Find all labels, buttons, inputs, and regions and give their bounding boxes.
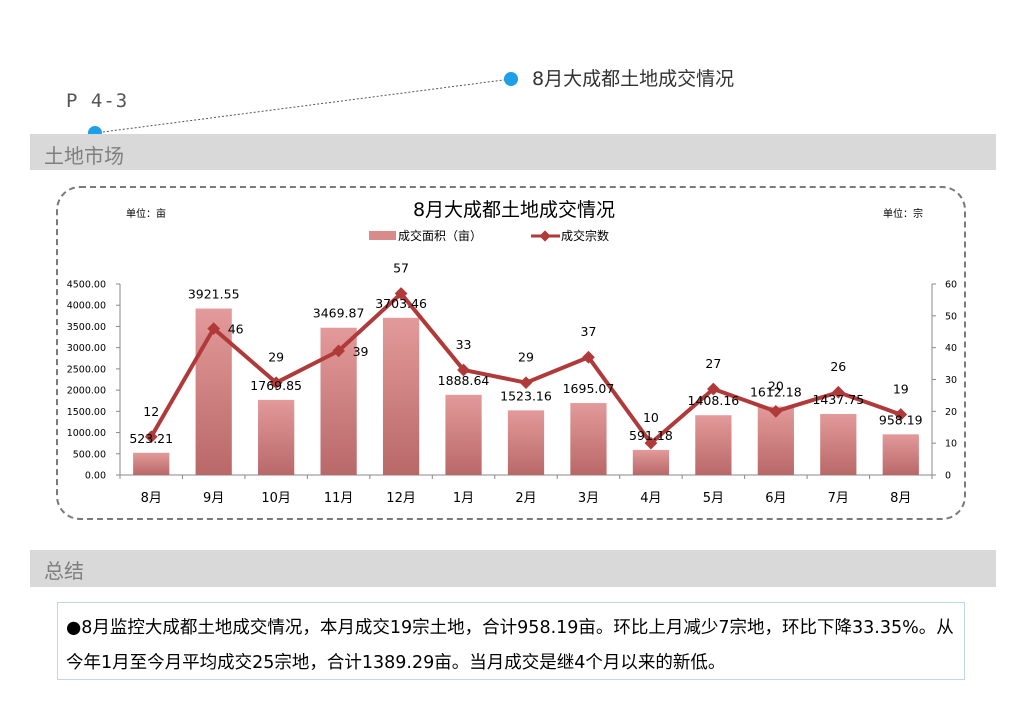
chart-title: 8月大成都土地成交情况 (413, 199, 615, 221)
x-tick-label: 11月 (324, 491, 354, 506)
y-right-tick-label: 0 (945, 471, 951, 482)
bar-data-label: 3703.46 (375, 296, 427, 311)
bar (133, 452, 170, 475)
legend-bar-swatch (369, 231, 396, 240)
chart-frame (56, 186, 966, 520)
line-data-label: 37 (581, 324, 597, 339)
bar-data-label: 958.19 (879, 412, 923, 427)
bar (507, 410, 545, 475)
y-left-tick-label: 2000.00 (67, 386, 106, 397)
legend-bar-label: 成交面积（亩） (398, 228, 482, 243)
x-tick-label: 8月 (890, 491, 911, 506)
section-title-land-market: 土地市场 (44, 144, 124, 168)
x-tick-label: 12月 (386, 491, 416, 506)
bar-data-label: 3469.87 (313, 306, 365, 321)
bar-data-label: 1612.18 (750, 385, 802, 400)
bar (632, 449, 670, 475)
line-data-label: 29 (518, 350, 534, 365)
line-data-label: 12 (143, 404, 159, 419)
y-left-tick-label: 3000.00 (67, 343, 106, 354)
bar (382, 317, 420, 475)
y-right-tick-label: 10 (945, 439, 957, 450)
page-code: P 4-3 (66, 90, 129, 112)
line-data-label: 20 (768, 378, 784, 393)
line-point (519, 376, 533, 390)
bar (882, 434, 919, 475)
bar-data-label: 1408.16 (688, 393, 740, 408)
x-tick-label: 8月 (141, 491, 162, 506)
line-point (457, 363, 470, 377)
legend-line-label: 成交宗数 (561, 228, 609, 243)
section-band-summary: 总结 (30, 550, 996, 587)
y-left-tick-label: 0.00 (85, 471, 106, 482)
summary-box: ●8月监控大成都土地成交情况，本月成交19宗土地，合计958.19亩。环比上月减… (57, 602, 965, 680)
bar-data-label: 1523.16 (500, 388, 552, 403)
section-band-land-market: 土地市场 (30, 134, 996, 170)
y-right-tick-label: 50 (945, 311, 957, 322)
bar-data-label: 1769.85 (250, 378, 302, 393)
bar (695, 415, 732, 475)
x-tick-label: 4月 (640, 491, 661, 506)
unit-right-label: 单位：宗 (883, 207, 923, 220)
bar-data-label: 523.21 (129, 431, 173, 446)
x-tick-label: 7月 (828, 491, 849, 506)
line-point (269, 376, 283, 390)
bar (820, 413, 857, 475)
bar-data-label: 1888.64 (438, 373, 490, 388)
y-right-tick-label: 60 (945, 280, 957, 291)
y-left-tick-label: 4000.00 (67, 301, 106, 312)
x-tick-label: 10月 (261, 491, 291, 506)
x-tick-label: 2月 (515, 491, 536, 506)
line-data-label: 10 (643, 410, 659, 425)
y-left-tick-label: 1000.00 (67, 428, 106, 439)
x-tick-label: 3月 (578, 491, 599, 506)
line-data-label: 26 (830, 359, 846, 374)
line-data-label: 46 (228, 322, 244, 337)
callout-dot-title (504, 72, 518, 86)
x-tick-label: 5月 (703, 491, 724, 506)
y-left-tick-label: 2500.00 (67, 364, 106, 375)
x-tick-label: 9月 (203, 491, 224, 506)
bar (195, 308, 232, 475)
line-point (144, 430, 158, 444)
bar (445, 394, 482, 475)
y-left-tick-label: 1500.00 (67, 407, 106, 418)
y-left-tick-label: 500.00 (73, 449, 106, 460)
line-data-label: 57 (393, 261, 409, 276)
bar-data-label: 1695.07 (563, 381, 615, 396)
line-point (394, 287, 408, 300)
bar (570, 403, 607, 475)
x-tick-label: 6月 (765, 491, 786, 506)
x-tick-label: 1月 (453, 491, 474, 506)
bar (258, 399, 295, 475)
y-left-tick-label: 4500.00 (67, 280, 106, 291)
line-data-label: 29 (268, 350, 284, 365)
line-data-label: 39 (353, 344, 369, 359)
line-point (332, 344, 345, 358)
bar-data-label: 1437.75 (812, 392, 864, 407)
section-title-summary: 总结 (44, 559, 84, 583)
bar-data-label: 591.18 (629, 428, 673, 443)
line-point (207, 322, 221, 335)
bar (757, 406, 794, 475)
y-right-tick-label: 20 (945, 407, 957, 418)
callout-title: 8月大成都土地成交情况 (532, 68, 735, 90)
y-right-tick-label: 40 (945, 343, 957, 354)
plot-area: 0.00 500.00 1000.00 1500.00 2000.00 2500.00 30… (67, 261, 957, 506)
unit-left-label: 单位：亩 (126, 207, 166, 220)
legend-line-marker (539, 230, 551, 242)
line-data-label: 19 (893, 382, 909, 397)
line-data-label: 33 (456, 337, 472, 352)
y-left-tick-label: 3500.00 (67, 322, 106, 333)
bar-data-label: 3921.55 (188, 287, 240, 302)
summary-text: ●8月监控大成都土地成交情况，本月成交19宗土地，合计958.19亩。环比上月减… (66, 618, 954, 673)
line-data-label: 27 (705, 356, 721, 371)
y-right-tick-label: 30 (945, 375, 957, 386)
